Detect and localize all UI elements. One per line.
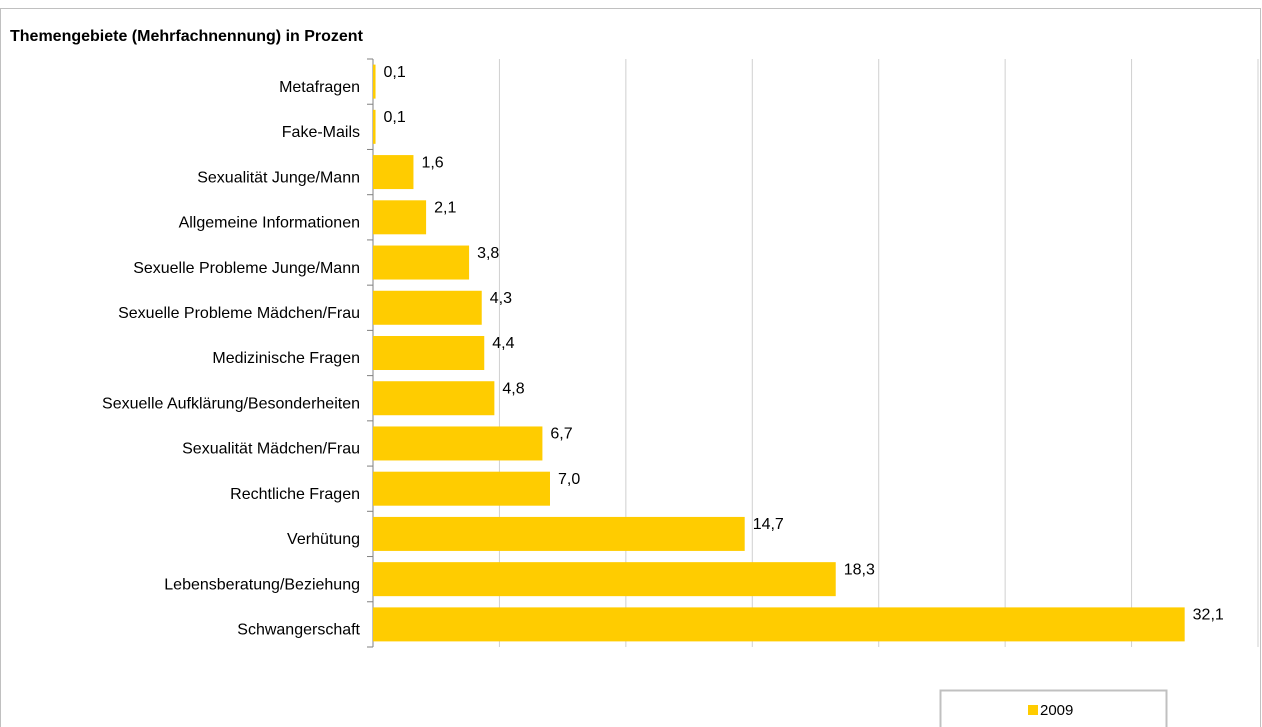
y-tick-label: Metafragen <box>279 79 360 96</box>
bar <box>373 155 414 190</box>
y-tick-label: Sexuelle Probleme Mädchen/Frau <box>118 305 360 322</box>
data-label: 4,8 <box>502 380 524 397</box>
data-label: 0,1 <box>384 109 406 126</box>
y-tick-label: Schwangerschaft <box>237 622 360 639</box>
bar <box>373 336 485 370</box>
data-label: 3,8 <box>477 245 499 262</box>
y-tick-label: Sexualität Junge/Mann <box>197 169 360 186</box>
data-label: 4,4 <box>492 335 514 352</box>
data-label: 0,1 <box>384 64 406 81</box>
y-tick-label: Allgemeine Informationen <box>179 215 360 232</box>
bar <box>373 562 836 597</box>
y-tick-label: Sexualität Mädchen/Frau <box>182 441 360 458</box>
legend-box <box>939 689 1168 727</box>
bar <box>373 64 376 99</box>
y-tick-label: Medizinische Fragen <box>212 350 360 367</box>
legend-swatch <box>1028 705 1038 715</box>
data-label: 14,7 <box>753 516 784 533</box>
bar <box>373 381 495 416</box>
bar <box>373 245 470 280</box>
data-label: 18,3 <box>844 561 875 578</box>
bar <box>373 607 1185 642</box>
y-tick-label: Lebensberatung/Beziehung <box>164 576 360 593</box>
bar <box>373 200 427 235</box>
data-label: 2,1 <box>434 200 456 217</box>
bar <box>373 516 745 551</box>
y-tick-label: Verhütung <box>287 531 360 548</box>
data-label: 1,6 <box>421 154 443 171</box>
chart-frame <box>0 8 1261 727</box>
y-tick-label: Rechtliche Fragen <box>230 486 360 503</box>
data-label: 32,1 <box>1193 607 1224 624</box>
y-tick-label: Sexuelle Aufklärung/Besonderheiten <box>102 395 360 412</box>
data-label: 6,7 <box>550 426 572 443</box>
chart-title: Themengebiete (Mehrfachnennung) in Proze… <box>10 28 364 45</box>
bar <box>373 109 376 144</box>
y-tick-label: Fake-Mails <box>282 124 360 141</box>
data-label: 4,3 <box>490 290 512 307</box>
legend-label: 2009 <box>1040 702 1073 719</box>
bar <box>373 471 550 506</box>
data-label: 7,0 <box>558 471 580 488</box>
bar <box>373 290 482 325</box>
y-tick-label: Sexuelle Probleme Junge/Mann <box>133 260 360 277</box>
bar <box>373 426 543 461</box>
